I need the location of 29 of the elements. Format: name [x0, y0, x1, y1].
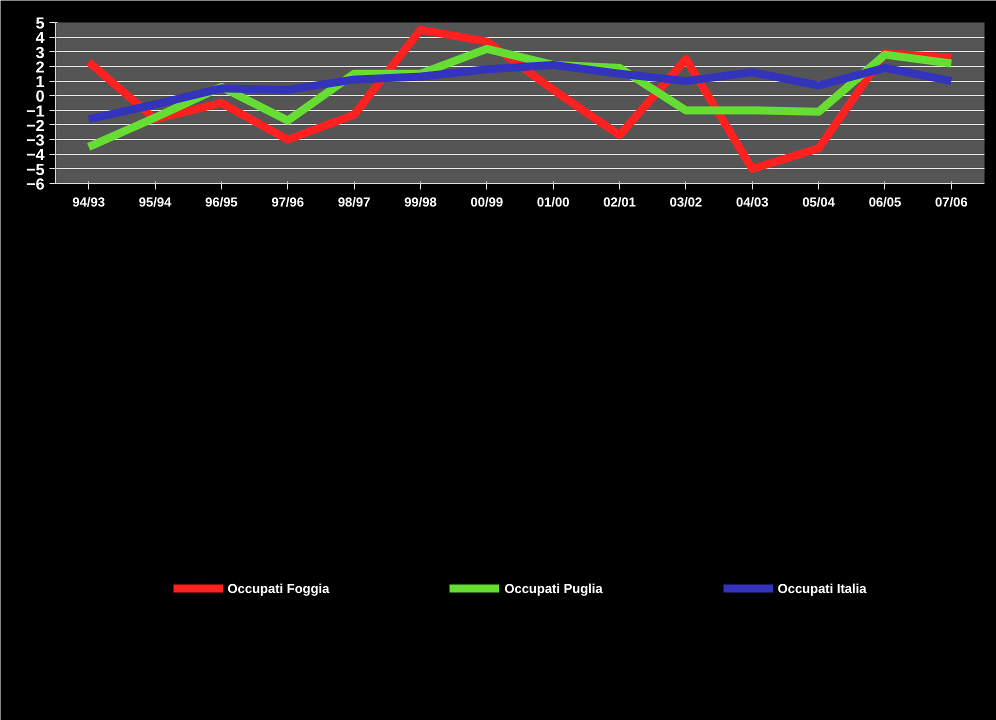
x-tick-label: 94/93 [72, 194, 105, 210]
x-tick-label: 06/05 [868, 194, 902, 210]
legend-label: Occupati Italia [778, 580, 866, 596]
x-tick-label: 98/97 [338, 194, 370, 210]
y-tick-label: −1 [26, 103, 45, 120]
y-tick-label: −4 [26, 147, 45, 164]
x-tick-label: 96/95 [205, 194, 238, 210]
x-tick-label: 02/01 [603, 194, 636, 210]
y-tick-label: 5 [36, 16, 45, 32]
x-tick-label: 97/96 [271, 194, 304, 210]
x-tick-label: 01/00 [536, 194, 570, 210]
y-tick-label: −3 [26, 132, 45, 150]
x-tick-label: 95/94 [138, 194, 172, 210]
x-tick-label: 05/04 [802, 194, 836, 210]
x-tick-label: 07/06 [935, 194, 968, 210]
y-tick-label: −6 [26, 176, 45, 194]
x-tick-label: 04/03 [736, 194, 769, 210]
y-tick-label: −2 [26, 118, 45, 135]
y-tick-label: −5 [26, 162, 45, 179]
y-tick-label: 3 [36, 44, 45, 62]
x-tick-label: 99/98 [404, 194, 437, 210]
x-tick-label: 03/02 [670, 194, 702, 210]
legend-label: Occupati Foggia [228, 580, 330, 596]
y-tick-label: 0 [36, 88, 45, 106]
x-tick-label: 00/99 [470, 194, 504, 210]
legend-label: Occupati Puglia [504, 580, 603, 596]
y-tick-label: 4 [36, 30, 45, 48]
y-tick-label: 1 [36, 74, 45, 92]
y-tick-label: 2 [36, 59, 45, 76]
